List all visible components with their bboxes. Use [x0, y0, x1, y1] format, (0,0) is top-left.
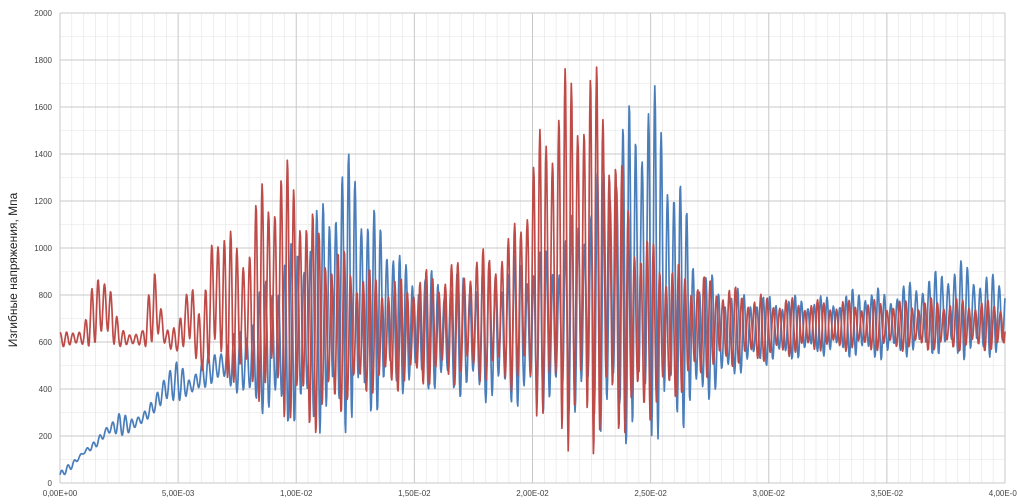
y-tick-label: 1400 — [34, 150, 52, 159]
x-tick-label: 2,00E-02 — [516, 489, 549, 498]
x-tick-label: 5,00E-03 — [162, 489, 195, 498]
y-tick-label: 1000 — [34, 244, 52, 253]
y-tick-label: 0 — [48, 479, 53, 488]
x-tick-label: 3,00E-02 — [753, 489, 786, 498]
x-tick-label: 1,00E-02 — [280, 489, 313, 498]
y-tick-label: 800 — [39, 291, 53, 300]
tick-labels: 0 200 400 600 800 1000 1200 1400 1600 1800 2000 0,0… — [34, 9, 1017, 498]
x-tick-label: 4,00E-02 — [989, 489, 1017, 498]
y-tick-label: 200 — [39, 432, 53, 441]
y-axis-title: Изгибные напряжения, Мпа — [6, 192, 20, 347]
y-tick-label: 1600 — [34, 103, 52, 112]
x-tick-label: 2,50E-02 — [634, 489, 667, 498]
y-tick-label: 1800 — [34, 56, 52, 65]
y-tick-label: 400 — [39, 385, 53, 394]
series-line-red — [59, 66, 1006, 455]
x-tick-label: 1,50E-02 — [398, 489, 431, 498]
y-tick-label: 1200 — [34, 197, 52, 206]
y-tick-label: 2000 — [34, 9, 52, 18]
series-group — [59, 66, 1006, 476]
x-tick-label: 0,00E+00 — [43, 489, 78, 498]
x-tick-label: 3,50E-02 — [871, 489, 904, 498]
y-tick-label: 600 — [39, 338, 53, 347]
